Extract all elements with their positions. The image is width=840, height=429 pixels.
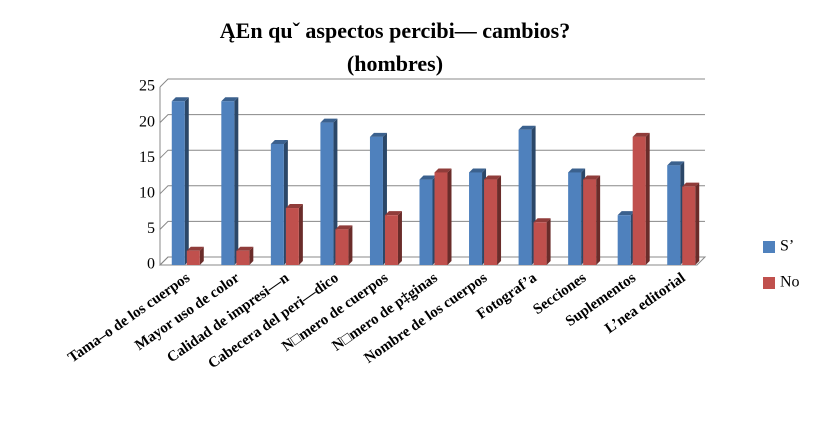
bar: [221, 101, 235, 266]
bar: [369, 136, 383, 265]
bar: [533, 222, 547, 265]
bar-side: [249, 246, 254, 265]
bar-side: [546, 218, 551, 265]
bar-group: [285, 204, 303, 265]
bar-side: [596, 175, 601, 265]
bar-top: [186, 246, 204, 251]
bar-group: [632, 132, 650, 265]
bar-group: [320, 118, 338, 265]
y-tick-label: 15: [139, 149, 155, 166]
bar-group: [583, 175, 601, 265]
bar-top: [285, 204, 303, 209]
bar-group: [369, 132, 387, 265]
bar-group: [434, 168, 452, 265]
bar-top: [667, 161, 685, 166]
grid-line: [159, 149, 705, 159]
bar-top: [171, 97, 189, 102]
bar: [320, 122, 334, 265]
bar: [270, 143, 284, 265]
y-tick-label: 10: [139, 184, 155, 201]
bar-top: [320, 118, 338, 123]
y-tick-label: 20: [139, 113, 155, 130]
bar: [632, 136, 646, 265]
bar-top: [568, 168, 586, 173]
bar: [518, 129, 532, 265]
bar-group: [469, 168, 487, 265]
bar-side: [184, 97, 189, 266]
grid-line: [159, 114, 705, 123]
bar-side: [497, 175, 502, 265]
bar-group: [667, 161, 685, 265]
y-tick-label: 5: [147, 220, 155, 237]
bar: [667, 165, 681, 265]
bar-top: [236, 246, 254, 251]
bar-top: [469, 168, 487, 173]
bar-top: [484, 175, 502, 180]
bar: [682, 186, 696, 265]
bar-top: [632, 132, 650, 137]
bar: [384, 215, 398, 265]
bar-top: [434, 168, 452, 173]
bar-top: [583, 175, 601, 180]
grid-line: [159, 78, 705, 88]
y-tick-label: 0: [147, 256, 155, 273]
bar-group: [419, 175, 437, 265]
legend-label: S’: [780, 238, 794, 255]
bar: [568, 172, 582, 265]
bar-top: [419, 175, 437, 180]
y-tick-label: 25: [139, 78, 155, 95]
chart-subtitle: (hombres): [347, 51, 443, 76]
bar: [583, 179, 597, 265]
bar-group: [682, 182, 700, 265]
bar-group: [617, 211, 635, 265]
bar-top: [518, 125, 536, 130]
bar-top: [384, 211, 402, 216]
bar-group: [171, 97, 189, 266]
bar-group: [186, 246, 204, 265]
bar: [236, 250, 250, 265]
bar-top: [270, 139, 288, 144]
bar-group: [568, 168, 586, 265]
bar: [171, 101, 185, 266]
bar: [419, 179, 433, 265]
bar-top: [369, 132, 387, 137]
bar-top: [682, 182, 700, 187]
bar-top: [533, 218, 551, 223]
chart-title: ĄEn quˇ aspectos percibi— cambios?: [220, 18, 570, 43]
bar-top: [617, 211, 635, 216]
bar-group: [484, 175, 502, 265]
bar-group: [221, 97, 239, 266]
bar-side: [298, 204, 303, 265]
bar-side: [447, 168, 452, 265]
bar-group: [518, 125, 536, 265]
legend-label: No: [780, 274, 800, 291]
legend-swatch: [763, 241, 775, 253]
bar-side: [645, 132, 650, 265]
bar-side: [234, 97, 239, 266]
bar-group: [270, 139, 288, 265]
bar: [285, 208, 299, 265]
legend-swatch: [763, 277, 775, 289]
bar-group: [236, 246, 254, 265]
bar-top: [335, 225, 353, 230]
bar-group: [533, 218, 551, 265]
bar: [186, 250, 200, 265]
bar: [484, 179, 498, 265]
bar: [469, 172, 483, 265]
bar: [335, 229, 349, 265]
bar: [434, 172, 448, 265]
bar: [617, 215, 631, 265]
bar-side: [695, 182, 700, 265]
bar-group: [335, 225, 353, 265]
bar-side: [199, 246, 204, 265]
bar-side: [397, 211, 402, 265]
bar-top: [221, 97, 239, 102]
bar-group: [384, 211, 402, 265]
bar-side: [348, 225, 353, 265]
